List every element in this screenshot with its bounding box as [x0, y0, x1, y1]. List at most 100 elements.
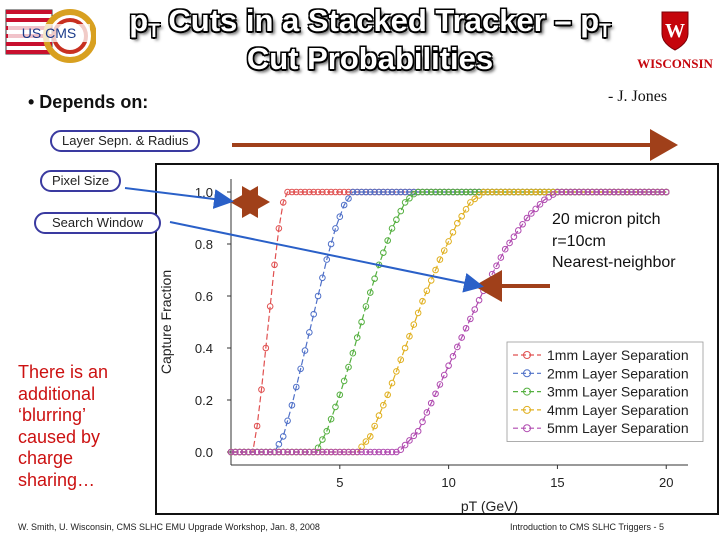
series-point: [436, 188, 444, 196]
y-tick-label: 0.8: [195, 237, 213, 252]
series-point: [362, 438, 370, 445]
chart-frame: 0.0 0.2 0.4 0.6 0.8 1.0 5 10 15 20 pT (GeV) Capture…: [155, 163, 719, 515]
series-point: [519, 220, 526, 228]
series-point: [410, 432, 418, 440]
series-point: [366, 448, 374, 456]
series-point: [288, 448, 296, 456]
series-point: [327, 415, 335, 423]
series-point: [310, 448, 317, 456]
series-point: [384, 448, 391, 456]
series-point: [615, 188, 622, 196]
series-point: [240, 448, 248, 456]
series-point: [375, 188, 383, 196]
slide-title: pT Cuts in a Stacked Tracker – pT Cut Pr…: [129, 3, 611, 76]
series-point: [440, 371, 448, 379]
series-point: [506, 239, 513, 247]
series-point: [475, 192, 483, 199]
series-point: [253, 448, 261, 456]
series-point: [384, 391, 391, 399]
series-point: [232, 448, 239, 456]
series-point: [619, 188, 627, 196]
series-point: [380, 188, 387, 196]
series-point: [371, 188, 378, 196]
series-point: [275, 225, 283, 232]
series-point: [284, 417, 291, 425]
series-point: [432, 390, 439, 398]
us-cms-logo: US CMS: [4, 6, 97, 66]
series-point: [314, 188, 322, 196]
y-tick-label: 0.2: [195, 393, 213, 408]
label-pixel-size: Pixel Size: [40, 170, 122, 192]
series-point: [523, 214, 531, 222]
series-point: [288, 188, 296, 196]
series-point: [301, 188, 309, 196]
series-point: [306, 188, 313, 196]
series-point: [362, 448, 370, 456]
series-5: [227, 188, 670, 456]
legend-swatch-marker: [523, 424, 531, 433]
x-tick-label: 10: [441, 475, 455, 490]
series-point: [345, 363, 352, 371]
series-point: [419, 297, 426, 305]
series-point: [301, 448, 309, 456]
legend-swatch-marker: [523, 405, 531, 414]
series-point: [467, 315, 474, 323]
series-point: [649, 188, 657, 196]
series-point: [636, 188, 644, 196]
series-point: [279, 199, 287, 206]
series-point: [414, 427, 422, 435]
series-point: [332, 188, 339, 196]
series-point: [427, 277, 435, 284]
series-point: [384, 188, 391, 196]
series-point: [388, 188, 396, 196]
legend-label: 3mm Layer Separation: [547, 384, 689, 400]
series-point: [258, 386, 265, 393]
series-point: [467, 188, 474, 196]
series-point: [528, 188, 535, 196]
series-point: [340, 201, 348, 209]
series-point: [327, 448, 335, 456]
series-point: [388, 448, 396, 456]
chart-note: 20 micron pitch r=10cm Nearest-neighbor: [552, 211, 676, 271]
svg-text:W: W: [665, 20, 685, 42]
series-point: [332, 225, 339, 232]
series-point: [393, 188, 400, 196]
series-point: [340, 377, 348, 385]
series-point: [662, 188, 670, 196]
x-axis-label: pT (GeV): [461, 498, 518, 513]
series-point: [314, 292, 322, 300]
series-point: [358, 188, 365, 196]
series-point: [567, 188, 574, 196]
legend-label: 5mm Layer Separation: [547, 420, 689, 436]
series-point: [327, 188, 335, 196]
series-point: [340, 188, 348, 196]
series-point: [641, 188, 648, 196]
series-point: [306, 448, 313, 456]
series-point: [493, 188, 500, 196]
series-point: [388, 225, 396, 232]
series-point: [449, 188, 457, 196]
y-axis-label: Capture Fraction: [158, 270, 174, 374]
series-point: [480, 188, 487, 196]
series-point: [623, 188, 631, 196]
series-point: [514, 188, 522, 196]
series-point: [384, 237, 391, 244]
series-point: [406, 194, 413, 202]
series-point: [519, 188, 526, 196]
series-point: [419, 418, 426, 426]
legend-label: 4mm Layer Separation: [547, 402, 689, 418]
series-point: [397, 207, 405, 215]
bullet-depends-on: • Depends on:: [28, 92, 149, 112]
series-point: [571, 188, 579, 196]
series-point: [345, 188, 352, 196]
series-point: [275, 448, 283, 456]
series-point: [349, 349, 357, 357]
search-window-link-arrow: [169, 221, 484, 293]
series-point: [462, 324, 470, 332]
series-point: [514, 227, 522, 234]
series-point: [606, 188, 613, 196]
series-point: [536, 201, 544, 208]
series-point: [532, 188, 539, 196]
side-note-blurring: There is an additional ‘blurring’ caused…: [18, 362, 109, 490]
